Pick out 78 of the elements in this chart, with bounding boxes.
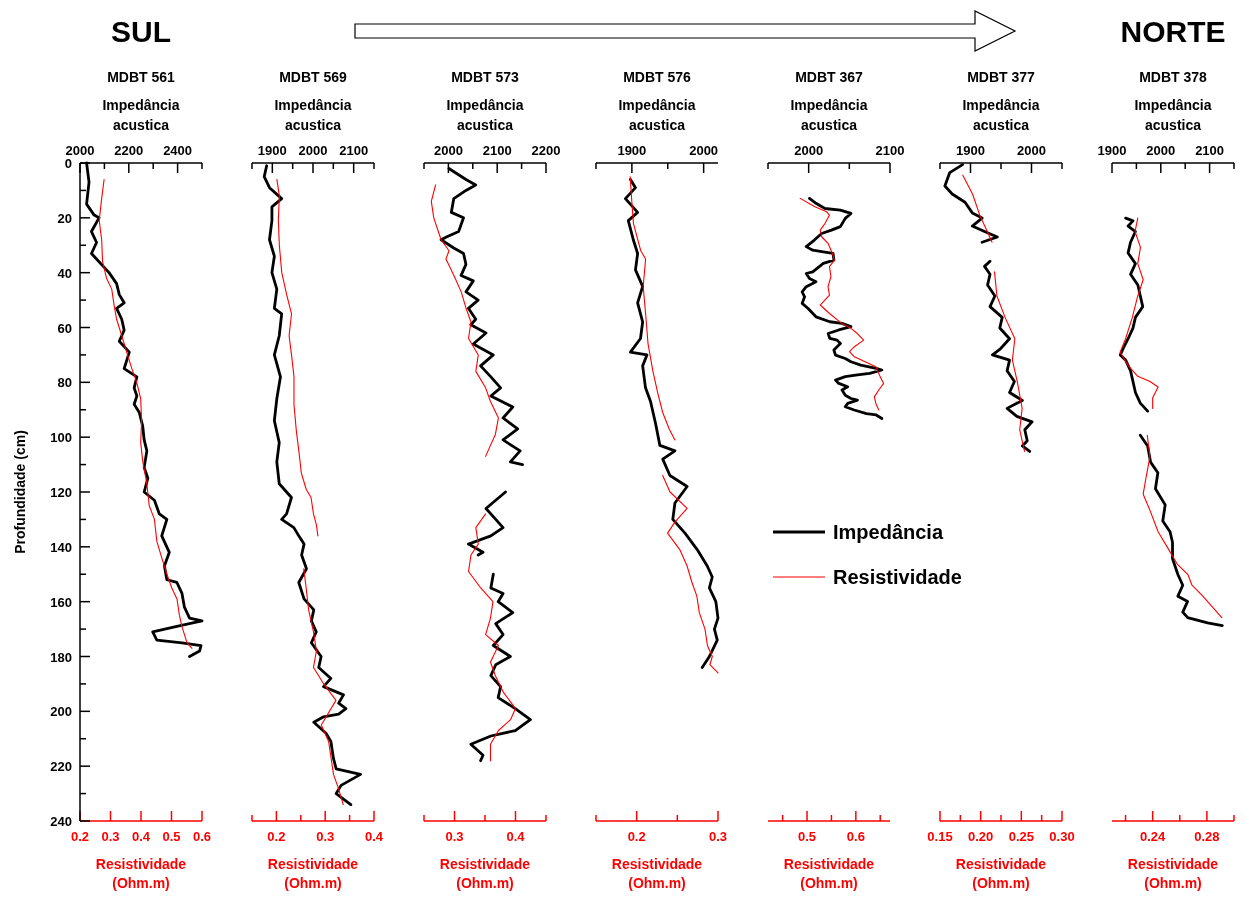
x-axis-title: Resistividade (Ohm.m) [611,856,703,891]
x2-axis-title: Impedância acustica [446,97,524,133]
x2-tick-label: 2100 [875,143,905,158]
x2-tick-label: 1900 [617,143,647,158]
x-tick-label: 0.24 [1140,829,1167,844]
x2-tick-label: 2100 [1195,143,1225,158]
x2-tick-label: 1900 [956,143,985,158]
chart-title: MDBT 569 [279,69,348,85]
x-tick-label: 0.2 [70,829,90,844]
x-axis-title: Resistividade (Ohm.m) [439,856,531,891]
x-axis-title: Resistividade (Ohm.m) [783,856,875,891]
y-tick-label: 100 [50,430,72,446]
chart-title: MDBT 576 [623,69,692,85]
y-tick-label: 140 [50,539,72,555]
legend-label: Resistividade [833,566,962,588]
x-axis-title: Resistividade (Ohm.m) [95,856,187,891]
x-tick-label: 0.28 [1194,829,1220,844]
x2-tick-label: 2000 [65,143,95,158]
x2-tick-label: 2100 [482,143,512,158]
x-tick-label: 0.4 [506,829,526,844]
x2-axis-title: Impedância acustica [618,97,696,133]
x2-axis-title: Impedância acustica [102,97,180,133]
chart-title: MDBT 377 [967,69,1036,85]
x-tick-label: 0.20 [968,829,994,844]
x2-tick-label: 2200 [114,143,144,158]
x2-tick-label: 2000 [298,143,328,158]
y-tick-label: 0 [64,156,72,171]
x2-axis-title: Impedância acustica [790,97,868,133]
chart-title: MDBT 367 [795,69,864,85]
y-tick-label: 180 [50,649,72,665]
y-tick-label: 240 [50,814,72,829]
text: NORTE [1120,15,1226,48]
y-tick-label: 20 [57,210,72,226]
x-tick-label: 0.3 [708,829,728,844]
x2-axis-title: Impedância acustica [274,97,352,133]
x-tick-label: 0.15 [927,829,953,844]
chart-title: MDBT 573 [451,69,520,85]
y-tick-label: 60 [57,320,72,336]
x-tick-label: 0.3 [316,829,335,844]
x2-tick-label: 2000 [794,143,824,158]
x-tick-label: 0.25 [1008,829,1034,844]
x2-tick-label: 2000 [1146,143,1176,158]
y-tick-label: 220 [50,759,72,775]
x2-axis-title: Impedância acustica [962,97,1040,133]
y-axis-title: Profundidade (cm) [12,430,28,554]
x2-tick-label: 2000 [1017,143,1046,158]
x-tick-label: 0.6 [846,829,865,844]
text: SUL [111,15,171,48]
y-tick-label: 200 [50,704,72,720]
x-tick-label: 0.6 [192,829,212,844]
y-tick-label: 80 [57,375,72,391]
x2-tick-label: 2100 [339,143,369,158]
x-tick-label: 0.3 [101,829,120,844]
x2-tick-label: 1900 [257,143,287,158]
x2-tick-label: 2000 [433,143,463,158]
line-series [98,178,193,649]
y-tick-label: 160 [50,594,72,610]
x2-tick-label: 2400 [163,143,193,158]
x2-axis-title: Impedância acustica [1134,97,1212,133]
x-tick-label: 0.2 [627,829,646,844]
y-tick-label: 40 [57,265,72,281]
x-tick-label: 0.5 [798,829,817,844]
x2-tick-label: 1900 [1097,143,1127,158]
x-axis-title: Resistividade (Ohm.m) [955,856,1047,891]
chart-title: MDBT 561 [107,69,176,85]
legend-label: Impedância [833,521,944,543]
x-tick-label: 0.5 [162,829,181,844]
x-tick-label: 0.3 [445,829,464,844]
x-tick-label: 0.4 [364,829,384,844]
chart-title: MDBT 378 [1139,69,1208,85]
x-tick-label: 0.4 [131,829,151,844]
x-tick-label: 0.2 [267,829,286,844]
x-axis-title: Resistividade (Ohm.m) [1127,856,1219,891]
x-axis-title: Resistividade (Ohm.m) [267,856,359,891]
x2-tick-label: 2000 [689,143,719,158]
x-tick-label: 0.30 [1049,829,1075,844]
x2-tick-label: 2200 [531,143,561,158]
y-tick-label: 120 [50,485,72,500]
